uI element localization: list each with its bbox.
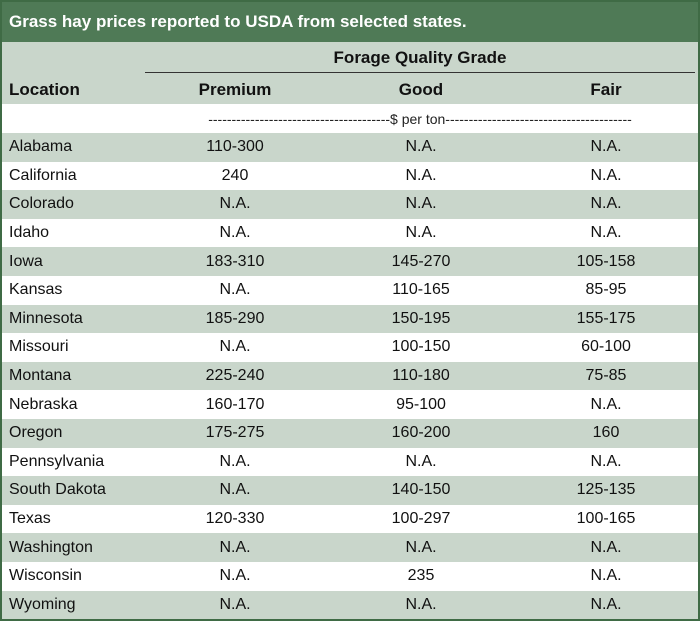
cell-good: N.A. (405, 538, 437, 556)
cell-location: Oregon (9, 424, 63, 442)
table-row: Washington N.A. N.A. N.A. (2, 533, 698, 562)
table-row: Texas 120-330 100-297 100-165 (2, 504, 698, 534)
cell-location: Nebraska (9, 395, 78, 413)
cell-location: Minnesota (9, 309, 83, 327)
table-row: Minnesota 185-290 150-195 155-175 (2, 304, 698, 334)
cell-premium: 240 (221, 166, 249, 184)
cell-fair: N.A. (590, 567, 622, 585)
table-row: California 240 N.A. N.A. (2, 161, 698, 191)
cell-location: Kansas (9, 281, 63, 299)
table-row: Idaho N.A. N.A. N.A. (2, 218, 698, 248)
cell-good: N.A. (405, 138, 437, 156)
cell-premium: 225-240 (205, 367, 265, 385)
cell-good: 150-195 (391, 309, 451, 327)
cell-good: N.A. (405, 452, 437, 470)
cell-good: 140-150 (391, 481, 451, 499)
cell-location: Iowa (9, 252, 43, 270)
cell-premium: N.A. (219, 338, 251, 356)
table-row: Pennsylvania N.A. N.A. N.A. (2, 447, 698, 477)
cell-good: 100-297 (391, 510, 451, 528)
cell-fair: 125-135 (576, 481, 636, 499)
column-header-good: Good (398, 80, 444, 99)
cell-location: Idaho (9, 224, 50, 242)
cell-location: Wyoming (9, 595, 76, 613)
cell-fair: N.A. (590, 538, 622, 556)
cell-good: 110-180 (392, 367, 450, 385)
cell-fair: 100-165 (576, 510, 636, 528)
unit-label: ---------------------------------------$… (208, 110, 632, 127)
table-row: Wyoming N.A. N.A. N.A. (2, 590, 698, 620)
cell-premium: N.A. (219, 567, 251, 585)
column-header-fair: Fair (590, 80, 622, 99)
cell-good: N.A. (405, 166, 437, 184)
cell-location: Alabama (9, 138, 73, 156)
cell-fair: 155-175 (576, 309, 636, 327)
cell-fair: 160 (592, 424, 620, 442)
cell-premium: N.A. (219, 538, 251, 556)
cell-location: Pennsylvania (9, 452, 105, 470)
cell-premium: 120-330 (205, 510, 265, 528)
cell-premium: N.A. (219, 595, 251, 613)
cell-fair: N.A. (590, 595, 622, 613)
table-title: Grass hay prices reported to USDA from s… (2, 2, 698, 42)
cell-good: 160-200 (391, 424, 451, 442)
cell-good: 100-150 (391, 338, 451, 356)
cell-fair: 60-100 (581, 338, 631, 356)
table-row: South Dakota N.A. 140-150 125-135 (2, 476, 698, 505)
cell-fair: N.A. (590, 166, 622, 184)
cell-location: Washington (9, 538, 93, 556)
table-row: Oregon 175-275 160-200 160 (2, 418, 698, 448)
table-row: Alabama 110-300 N.A. N.A. (2, 133, 698, 162)
cell-good: N.A. (405, 595, 437, 613)
table-row: Kansas N.A. 110-165 85-95 (2, 275, 698, 305)
cell-premium: N.A. (219, 224, 251, 242)
table-body: Alabama 110-300 N.A. N.A. California 240 N.A. N… (2, 133, 698, 620)
cell-good: 235 (407, 567, 435, 585)
cell-fair: 105-158 (576, 252, 636, 270)
table-row: Montana 225-240 110-180 75-85 (2, 361, 698, 391)
table-header-band (2, 42, 698, 104)
cell-fair: N.A. (590, 224, 622, 242)
cell-good: N.A. (405, 195, 437, 213)
table-row: Colorado N.A. N.A. N.A. (2, 190, 698, 219)
cell-good: 95-100 (396, 395, 446, 413)
cell-premium: 160-170 (205, 395, 265, 413)
cell-premium: 183-310 (205, 252, 265, 270)
cell-location: Colorado (9, 195, 74, 213)
cell-fair: N.A. (590, 395, 622, 413)
table-row: Wisconsin N.A. 235 N.A. (2, 561, 698, 591)
cell-fair: N.A. (590, 138, 622, 156)
cell-location: Texas (9, 510, 51, 528)
table-row: Iowa 183-310 145-270 105-158 (2, 247, 698, 276)
forage-quality-grade-header: Forage Quality Grade (333, 48, 507, 67)
cell-location: Montana (9, 367, 72, 385)
cell-good: 145-270 (391, 252, 451, 270)
header-divider (145, 72, 695, 73)
column-header-premium: Premium (198, 80, 272, 99)
cell-premium: 110-300 (206, 138, 264, 156)
cell-location: California (9, 166, 77, 184)
cell-premium: N.A. (219, 452, 251, 470)
cell-fair: 85-95 (585, 281, 627, 299)
cell-premium: 185-290 (205, 309, 265, 327)
cell-fair: N.A. (590, 452, 622, 470)
cell-good: 110-165 (392, 281, 450, 299)
cell-location: Wisconsin (9, 567, 82, 585)
table-row: Nebraska 160-170 95-100 N.A. (2, 390, 698, 419)
table-row: Missouri N.A. 100-150 60-100 (2, 333, 698, 362)
unit-row (2, 104, 698, 133)
cell-premium: N.A. (219, 481, 251, 499)
cell-good: N.A. (405, 224, 437, 242)
cell-fair: 75-85 (585, 367, 627, 385)
cell-location: South Dakota (9, 481, 106, 499)
cell-premium: N.A. (219, 281, 251, 299)
cell-location: Missouri (9, 338, 69, 356)
cell-premium: N.A. (219, 195, 251, 213)
column-header-location: Location (9, 80, 80, 99)
cell-fair: N.A. (590, 195, 622, 213)
cell-premium: 175-275 (205, 424, 265, 442)
